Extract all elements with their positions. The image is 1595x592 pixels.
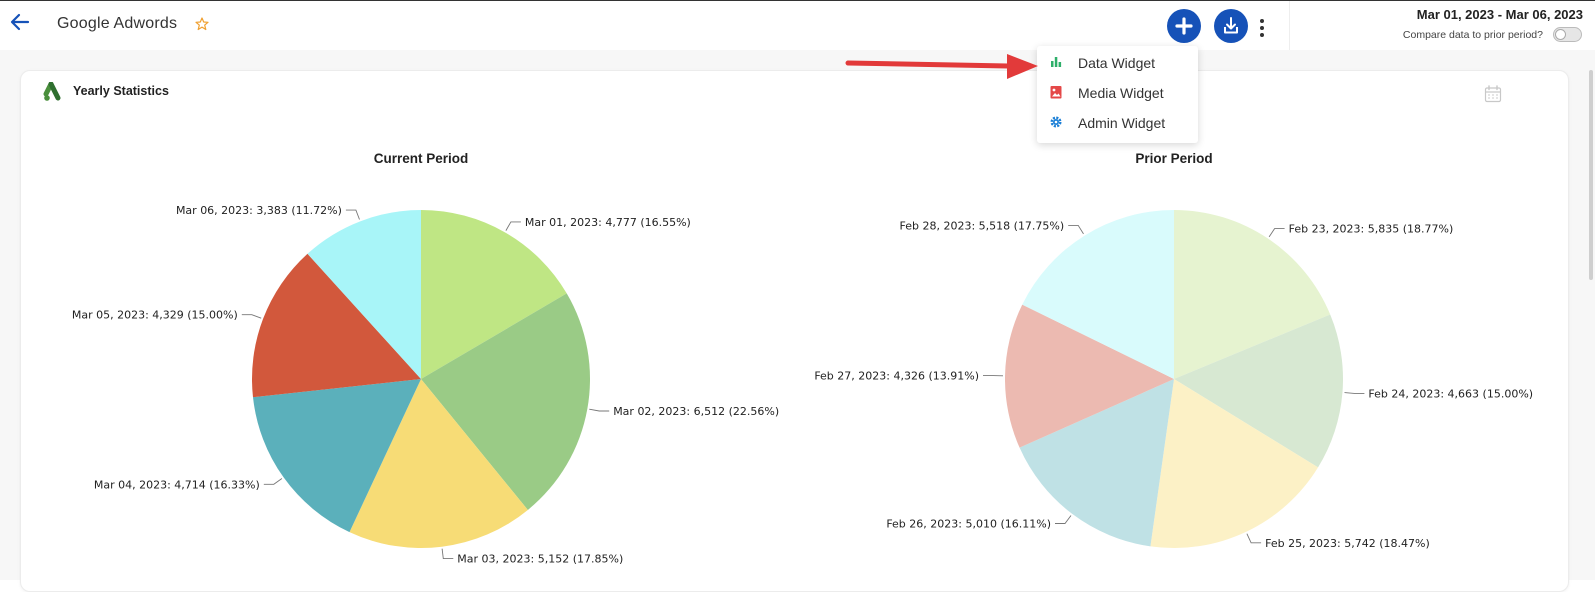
pie-slice-label: Feb 27, 2023: 4,326 (13.91%) (814, 370, 979, 383)
menu-item-admin-widget[interactable]: Admin Widget (1037, 109, 1198, 138)
pie-leader-line (242, 315, 261, 319)
pie-slice-label: Mar 05, 2023: 4,329 (15.00%) (72, 309, 238, 322)
pie-slice-label: Mar 02, 2023: 6,512 (22.56%) (613, 405, 779, 418)
gear-icon (1049, 115, 1063, 129)
image-icon (1049, 85, 1063, 99)
pie-slice-label: Mar 01, 2023: 4,777 (16.55%) (525, 216, 691, 229)
pie-leader-line (1345, 393, 1365, 394)
pie-leader-line (1055, 516, 1071, 524)
add-widget-menu: Data Widget Media Widget Admin Widget (1037, 46, 1198, 143)
pie-charts-svg: Mar 01, 2023: 4,777 (16.55%) Mar 02, 2023… (0, 0, 1595, 580)
pie-leader-line (1068, 225, 1083, 234)
pie-slice-label: Mar 06, 2023: 3,383 (11.72%) (176, 204, 342, 217)
pie-leader-line (442, 549, 453, 559)
pie-leader-line (506, 222, 521, 231)
pie-slice-label: Mar 04, 2023: 4,714 (16.33%) (94, 478, 260, 491)
menu-item-label: Data Widget (1078, 55, 1155, 71)
bar-chart-icon (1049, 55, 1063, 69)
pie-slice-label: Feb 26, 2023: 5,010 (16.11%) (886, 518, 1051, 531)
pie-leader-line (1269, 229, 1285, 237)
pie-leader-line (264, 479, 282, 485)
pie-leader-line (1247, 534, 1261, 543)
pie-leader-line (589, 409, 609, 411)
pie-slice-label: Feb 25, 2023: 5,742 (18.47%) (1265, 537, 1430, 550)
pie-slice-label: Feb 24, 2023: 4,663 (15.00%) (1368, 387, 1533, 400)
menu-item-media-widget[interactable]: Media Widget (1037, 79, 1198, 108)
menu-item-label: Admin Widget (1078, 115, 1165, 131)
pie-slice-label: Feb 23, 2023: 5,835 (18.77%) (1289, 223, 1454, 236)
menu-item-data-widget[interactable]: Data Widget (1037, 49, 1198, 78)
scrollbar[interactable] (1589, 70, 1593, 280)
pie-slice-label: Mar 03, 2023: 5,152 (17.85%) (457, 553, 623, 566)
menu-item-label: Media Widget (1078, 85, 1164, 101)
pie-slice-label: Feb 28, 2023: 5,518 (17.75%) (900, 219, 1065, 232)
pie-leader-line (346, 210, 360, 219)
